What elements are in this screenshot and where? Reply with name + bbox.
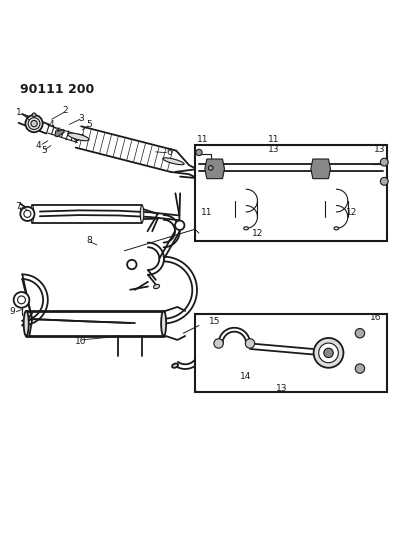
Text: 3: 3 <box>78 114 84 123</box>
Text: 16: 16 <box>370 313 381 322</box>
Circle shape <box>380 158 388 166</box>
Circle shape <box>26 115 43 132</box>
Circle shape <box>355 364 364 373</box>
Circle shape <box>245 339 255 348</box>
Text: 4: 4 <box>49 120 54 129</box>
Ellipse shape <box>334 227 339 230</box>
Text: 14: 14 <box>240 372 252 381</box>
Circle shape <box>355 328 364 338</box>
Text: 12: 12 <box>346 208 358 216</box>
Text: 4: 4 <box>35 141 41 150</box>
Text: 5: 5 <box>41 146 47 155</box>
Text: 11: 11 <box>201 208 213 216</box>
Text: 1: 1 <box>15 108 21 117</box>
Ellipse shape <box>30 205 34 223</box>
Polygon shape <box>311 159 331 179</box>
Circle shape <box>319 343 338 362</box>
Text: 13: 13 <box>276 384 287 393</box>
Circle shape <box>31 120 37 127</box>
Text: 11: 11 <box>268 135 279 144</box>
Circle shape <box>20 207 34 221</box>
Text: 12: 12 <box>252 229 264 238</box>
Text: 7: 7 <box>15 202 21 211</box>
Ellipse shape <box>154 285 160 289</box>
Text: 5: 5 <box>86 120 92 129</box>
Circle shape <box>32 113 36 117</box>
Circle shape <box>380 177 388 185</box>
Bar <box>195 313 387 392</box>
Text: 10: 10 <box>75 337 87 346</box>
Polygon shape <box>55 130 64 136</box>
Polygon shape <box>74 135 84 141</box>
Ellipse shape <box>172 364 178 368</box>
Text: 8: 8 <box>86 236 92 245</box>
Circle shape <box>214 339 223 348</box>
Circle shape <box>324 348 333 358</box>
Circle shape <box>208 166 213 170</box>
Circle shape <box>14 292 30 308</box>
Text: 13: 13 <box>268 145 279 154</box>
Circle shape <box>314 338 344 368</box>
Ellipse shape <box>140 205 144 223</box>
Bar <box>195 145 387 241</box>
Circle shape <box>196 149 202 156</box>
Text: 11: 11 <box>197 135 209 144</box>
Text: 90111 200: 90111 200 <box>20 83 95 96</box>
Ellipse shape <box>244 227 249 230</box>
Circle shape <box>175 221 184 230</box>
Text: 15: 15 <box>209 317 220 326</box>
Ellipse shape <box>24 311 29 336</box>
Text: 13: 13 <box>374 145 385 154</box>
Ellipse shape <box>161 311 166 336</box>
Text: 9: 9 <box>9 307 15 316</box>
Polygon shape <box>205 159 225 179</box>
Ellipse shape <box>68 133 89 141</box>
Text: 2: 2 <box>63 106 68 115</box>
Circle shape <box>127 260 137 269</box>
Text: 6: 6 <box>167 148 173 157</box>
Ellipse shape <box>163 158 184 165</box>
